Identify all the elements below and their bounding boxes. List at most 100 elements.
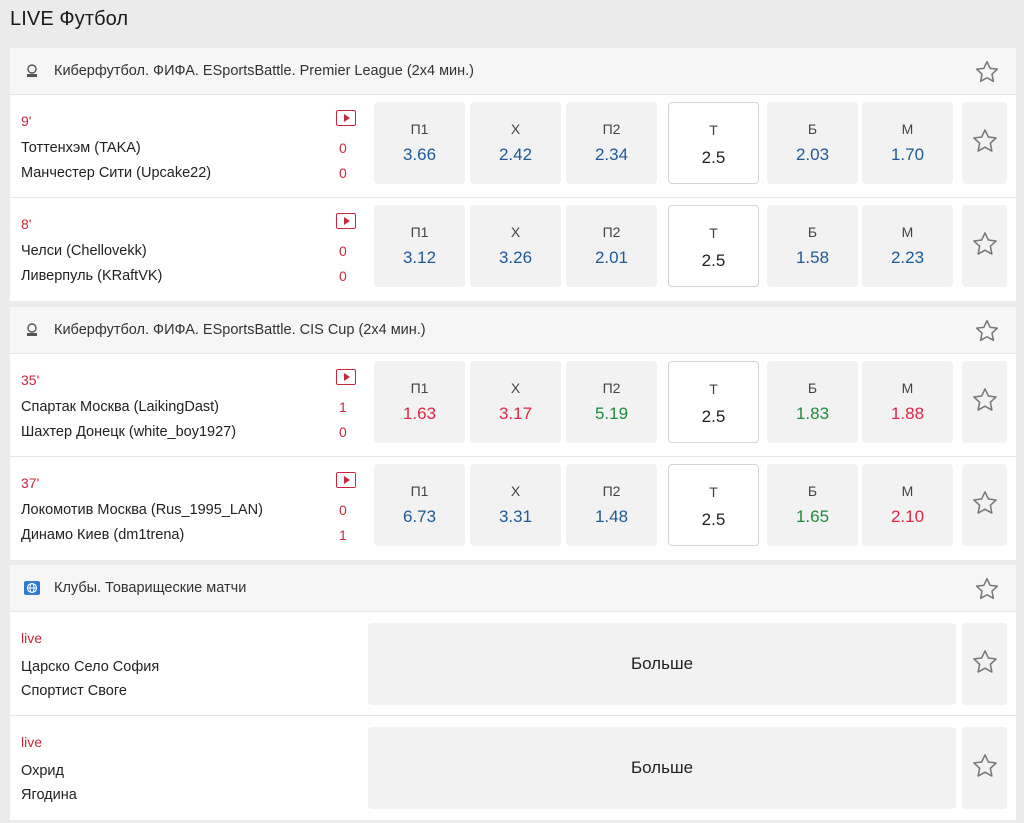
more-button[interactable]: Больше — [368, 727, 956, 809]
total-line: Т 2.5 — [668, 464, 759, 546]
odd-value: 1.65 — [795, 507, 830, 526]
favorite-button[interactable] — [962, 464, 1007, 546]
match-row[interactable]: 9' Тоттенхэм (TAKA) Манчестер Сити (Upca… — [10, 95, 1016, 198]
odd-label: П1 — [410, 483, 429, 499]
odd-value: 2.34 — [594, 145, 629, 164]
league-section-club-friendlies: Клубы. Товарищеские матчи live Царско Се… — [10, 565, 1016, 820]
odd-value: 3.26 — [498, 248, 533, 267]
more-button[interactable]: Больше — [368, 623, 956, 705]
odd-label: Х — [510, 483, 521, 499]
odd-button-under[interactable]: М 1.70 — [862, 102, 953, 184]
team-away: Шахтер Донецк (white_boy1927) — [21, 424, 237, 440]
odd-button-p1[interactable]: П1 3.66 — [374, 102, 465, 184]
odd-button-x[interactable]: Х 3.26 — [470, 205, 561, 287]
team-away: Ягодина — [21, 787, 77, 803]
team-home: Челси (Chellovekk) — [21, 243, 147, 259]
team-away: Динамо Киев (dm1trena) — [21, 527, 185, 543]
match-row[interactable]: 35' Спартак Москва (LaikingDast) Шахтер … — [10, 354, 1016, 457]
odd-label: Т — [709, 484, 718, 500]
odd-label: Б — [807, 121, 818, 137]
odd-value: 1.83 — [795, 404, 830, 423]
odd-label: Х — [510, 121, 521, 137]
odd-value: 1.63 — [402, 404, 437, 423]
league-header[interactable]: Киберфутбол. ФИФА. ESportsBattle. Premie… — [10, 48, 1016, 95]
team-away: Спортист Своге — [21, 683, 127, 699]
odd-value: 1.70 — [890, 145, 925, 164]
star-icon[interactable] — [974, 318, 1000, 344]
favorite-button[interactable] — [962, 623, 1007, 705]
team-home: Локомотив Москва (Rus_1995_LAN) — [21, 502, 263, 518]
odd-value: 5.19 — [594, 404, 629, 423]
odd-label: П1 — [410, 380, 429, 396]
league-header[interactable]: Киберфутбол. ФИФА. ESportsBattle. CIS Cu… — [10, 307, 1016, 354]
odd-value: 2.42 — [498, 145, 533, 164]
star-icon[interactable] — [974, 576, 1000, 602]
odd-button-x[interactable]: Х 3.31 — [470, 464, 561, 546]
video-play-icon[interactable] — [336, 213, 356, 229]
odd-button-p2[interactable]: П2 2.34 — [566, 102, 657, 184]
favorite-button[interactable] — [962, 361, 1007, 443]
score-away: 0 — [339, 268, 347, 284]
odd-button-p2[interactable]: П2 5.19 — [566, 361, 657, 443]
odd-button-x[interactable]: Х 3.17 — [470, 361, 561, 443]
match-minute: 9' — [21, 113, 32, 129]
odd-label: М — [901, 121, 914, 137]
odd-button-p2[interactable]: П2 1.48 — [566, 464, 657, 546]
match-row[interactable]: 37' Локомотив Москва (Rus_1995_LAN) Дина… — [10, 457, 1016, 560]
odd-button-under[interactable]: М 2.10 — [862, 464, 953, 546]
odd-button-over[interactable]: Б 2.03 — [767, 102, 858, 184]
odd-button-p1[interactable]: П1 3.12 — [374, 205, 465, 287]
team-away: Манчестер Сити (Upcake22) — [21, 165, 212, 181]
page-title: LIVE Футбол — [10, 8, 129, 30]
odd-button-over[interactable]: Б 1.83 — [767, 361, 858, 443]
odd-button-p1[interactable]: П1 1.63 — [374, 361, 465, 443]
star-icon — [971, 127, 999, 160]
odd-label: Т — [709, 381, 718, 397]
star-icon — [971, 386, 999, 419]
score-home: 0 — [339, 502, 347, 518]
odd-value: 3.17 — [498, 404, 533, 423]
odd-button-over[interactable]: Б 1.65 — [767, 464, 858, 546]
favorite-button[interactable] — [962, 102, 1007, 184]
team-home: Царско Село София — [21, 659, 160, 675]
score-home: 0 — [339, 243, 347, 259]
match-row[interactable]: live Охрид Ягодина Больше — [10, 716, 1016, 820]
favorite-button[interactable] — [962, 205, 1007, 287]
odd-label: М — [901, 483, 914, 499]
total-line: Т 2.5 — [668, 205, 759, 287]
odd-label: Х — [510, 380, 521, 396]
team-home: Охрид — [21, 763, 64, 779]
odd-label: Т — [709, 225, 718, 241]
video-play-icon[interactable] — [336, 110, 356, 126]
odd-button-p1[interactable]: П1 6.73 — [374, 464, 465, 546]
odd-value: 2.23 — [890, 248, 925, 267]
total-line: Т 2.5 — [668, 102, 759, 184]
league-header[interactable]: Клубы. Товарищеские матчи — [10, 565, 1016, 612]
odd-label: Б — [807, 224, 818, 240]
team-away: Ливерпуль (KRaftVK) — [21, 268, 163, 284]
star-icon[interactable] — [974, 59, 1000, 85]
video-play-icon[interactable] — [336, 369, 356, 385]
odd-value: 3.12 — [402, 248, 437, 267]
match-row[interactable]: live Царско Село София Спортист Своге Бо… — [10, 612, 1016, 716]
team-home: Спартак Москва (LaikingDast) — [21, 399, 220, 415]
favorite-button[interactable] — [962, 727, 1007, 809]
live-status: live — [21, 734, 43, 750]
odd-value: 3.66 — [402, 145, 437, 164]
star-icon — [971, 230, 999, 263]
video-play-icon[interactable] — [336, 472, 356, 488]
match-row[interactable]: 8' Челси (Chellovekk) Ливерпуль (KRaftVK… — [10, 198, 1016, 301]
star-icon — [971, 489, 999, 522]
odd-label: П1 — [410, 121, 429, 137]
odd-value: 3.31 — [498, 507, 533, 526]
score-away: 0 — [339, 424, 347, 440]
odd-label: М — [901, 380, 914, 396]
odd-button-under[interactable]: М 2.23 — [862, 205, 953, 287]
odd-button-under[interactable]: М 1.88 — [862, 361, 953, 443]
odd-button-x[interactable]: Х 2.42 — [470, 102, 561, 184]
odd-button-over[interactable]: Б 1.58 — [767, 205, 858, 287]
live-status: live — [21, 630, 43, 646]
score-home: 0 — [339, 140, 347, 156]
odd-button-p2[interactable]: П2 2.01 — [566, 205, 657, 287]
total-value: 2.5 — [701, 148, 726, 167]
